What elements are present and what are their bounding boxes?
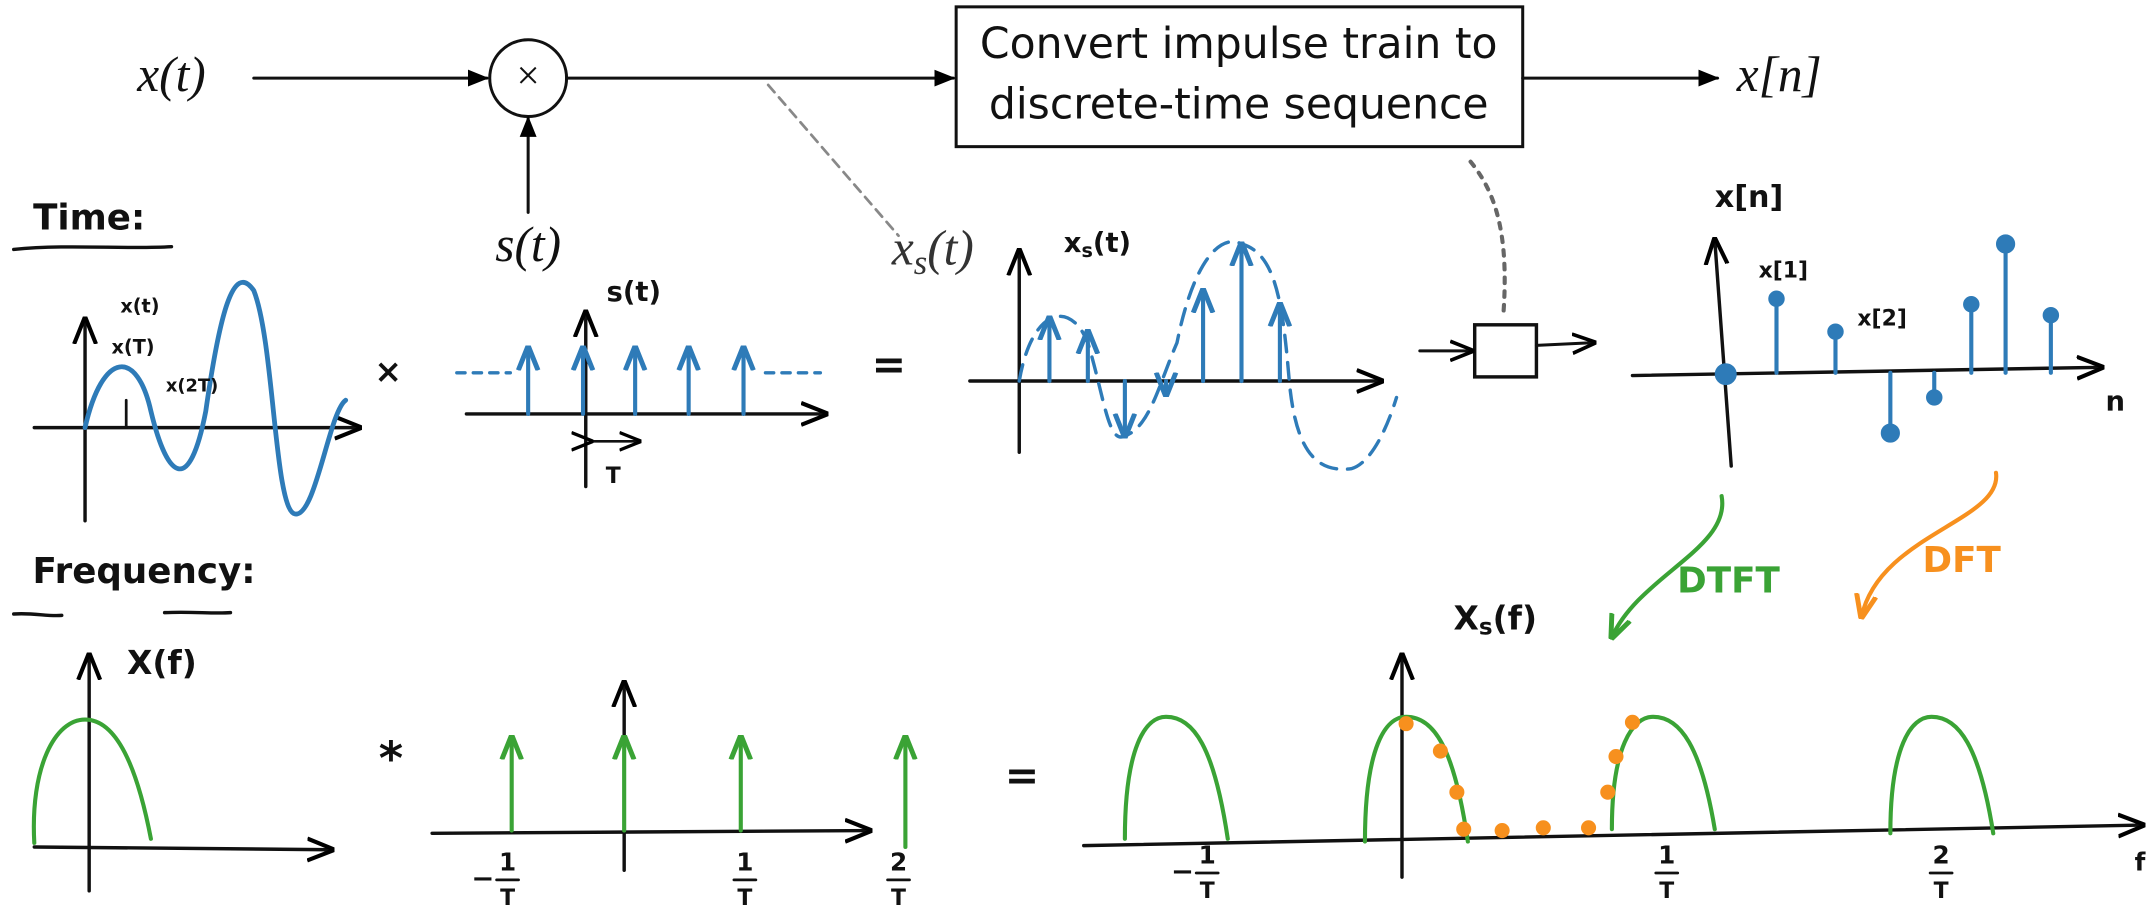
spectrum-tick-1-numerator: 1 (1658, 841, 1675, 870)
output-label: x[n] (1736, 47, 1822, 102)
dft-sample (1494, 823, 1510, 839)
sampled-hand-label: xs(t) (1064, 227, 1131, 261)
sequence-dot (1714, 363, 1737, 386)
impulse-tick-2-denominator: T (891, 886, 906, 911)
sampled-spectrum-label-subscript: s (1479, 614, 1493, 640)
sampled-label-argument: (t) (927, 221, 974, 276)
dft-sample (1581, 820, 1597, 836)
spectrum-tick-2-denominator: T (1934, 879, 1949, 904)
signal-label-1: x(T) (112, 336, 155, 359)
sampled-hand-label-subscript: s (1081, 238, 1092, 261)
frequency-heading: Frequency: (33, 551, 256, 592)
replica-3 (1888, 714, 1996, 836)
signal-curve (82, 280, 349, 517)
sequence-n-axis (1630, 367, 2101, 375)
spectrum-tick-0-numerator: 1 (1199, 841, 1216, 870)
spectrum-tick-1-denominator: T (1659, 879, 1674, 904)
spectrum-tick-0-sign: − (1171, 857, 1194, 888)
sampling-label: s(t) (495, 217, 561, 272)
replica-0 (1122, 714, 1230, 841)
impulse-tick-0-sign: − (471, 863, 494, 894)
converter-box (954, 5, 1525, 149)
input-label: x(t) (136, 47, 206, 102)
sequence-dot (1995, 234, 2016, 254)
sequence-label: x[n] (1715, 180, 1784, 215)
converter-icon (1472, 323, 1539, 379)
dtft-arrow (1612, 494, 1725, 637)
sampled-label: xs(t) (891, 221, 974, 282)
converter-line1: Convert impulse train to (980, 20, 1498, 69)
dft-sample (1398, 716, 1414, 732)
dft-sample (1608, 748, 1624, 765)
sampled-hand-label-base: x (1064, 227, 1082, 258)
comb-f-axis (430, 831, 870, 834)
sequence-dot (1827, 323, 1844, 340)
impulse-tick-1-denominator: T (737, 886, 752, 911)
replica-1 (1362, 714, 1470, 844)
sequence-dot (2042, 307, 2060, 324)
time-heading: Time: (33, 197, 145, 238)
multiplier-symbol: × (517, 52, 540, 98)
times-symbol: × (374, 351, 402, 390)
spectrum-hump (31, 717, 153, 845)
sample-label-0: x[1] (1759, 258, 1808, 283)
converter-icon-out (1534, 343, 1594, 346)
sampled-pointer (766, 83, 900, 238)
signal-label-2: x(2T) (166, 375, 218, 396)
impulse-tick-1-numerator: 1 (736, 847, 753, 876)
dft-sample (1432, 743, 1448, 759)
impulse-tick-0-numerator: 1 (499, 847, 516, 876)
sampled-hand-label-argument: (t) (1093, 227, 1131, 258)
sequence-dot (1768, 290, 1785, 307)
dft-arrow (1862, 470, 1999, 617)
impulse-tick-0-denominator: T (500, 886, 515, 911)
convolution-symbol: * (379, 732, 403, 786)
equals-frequency: = (1005, 751, 1039, 799)
replica-2 (1609, 714, 1717, 832)
dtft-label: DTFT (1677, 560, 1780, 601)
dft-sample (1535, 820, 1551, 836)
impulse-tick-2-numerator: 2 (890, 847, 907, 876)
dft-sample (1624, 714, 1641, 730)
sample-label-1: x[2] (1857, 306, 1906, 331)
sampled-spectrum-label: Xs(f) (1454, 598, 1537, 640)
sequence-dot (1880, 423, 1900, 443)
impulse-train-label: s(t) (607, 277, 661, 308)
spectrum-tick-0-denominator: T (1200, 879, 1215, 904)
dft-sample (1456, 821, 1472, 837)
sampled-spectrum-label-argument: (f) (1493, 598, 1537, 637)
sampled-spectrum-label-base: X (1454, 598, 1479, 637)
sampled-envelope (1017, 239, 1399, 471)
sampled-label-subscript: s (914, 244, 927, 282)
spectrum-f-axis (32, 847, 332, 850)
sampled-label-base: x (891, 221, 914, 276)
frequency-underline (12, 610, 233, 618)
equals-time: = (872, 340, 906, 388)
period-label: T (606, 464, 621, 489)
spectrum-tick-2-numerator: 2 (1933, 841, 1950, 870)
dft-sample (1449, 784, 1465, 800)
time-underline (12, 244, 174, 252)
sampled-spectrum-f-axis (1082, 825, 2143, 848)
index-axis-label: n (2106, 386, 2126, 417)
sequence-v-axis (1715, 240, 1733, 468)
frequency-axis-label: f (2135, 847, 2146, 876)
converter-line2: discrete-time sequence (989, 80, 1489, 129)
dft-sample (1600, 784, 1616, 800)
sequence-dot (1963, 296, 1980, 313)
sequence-dot (1926, 389, 1943, 406)
spectrum-label: X(f) (127, 643, 197, 682)
signal-label-0: x(t) (120, 295, 159, 318)
dft-label: DFT (1923, 540, 2002, 581)
converter-pointer (1468, 159, 1507, 315)
